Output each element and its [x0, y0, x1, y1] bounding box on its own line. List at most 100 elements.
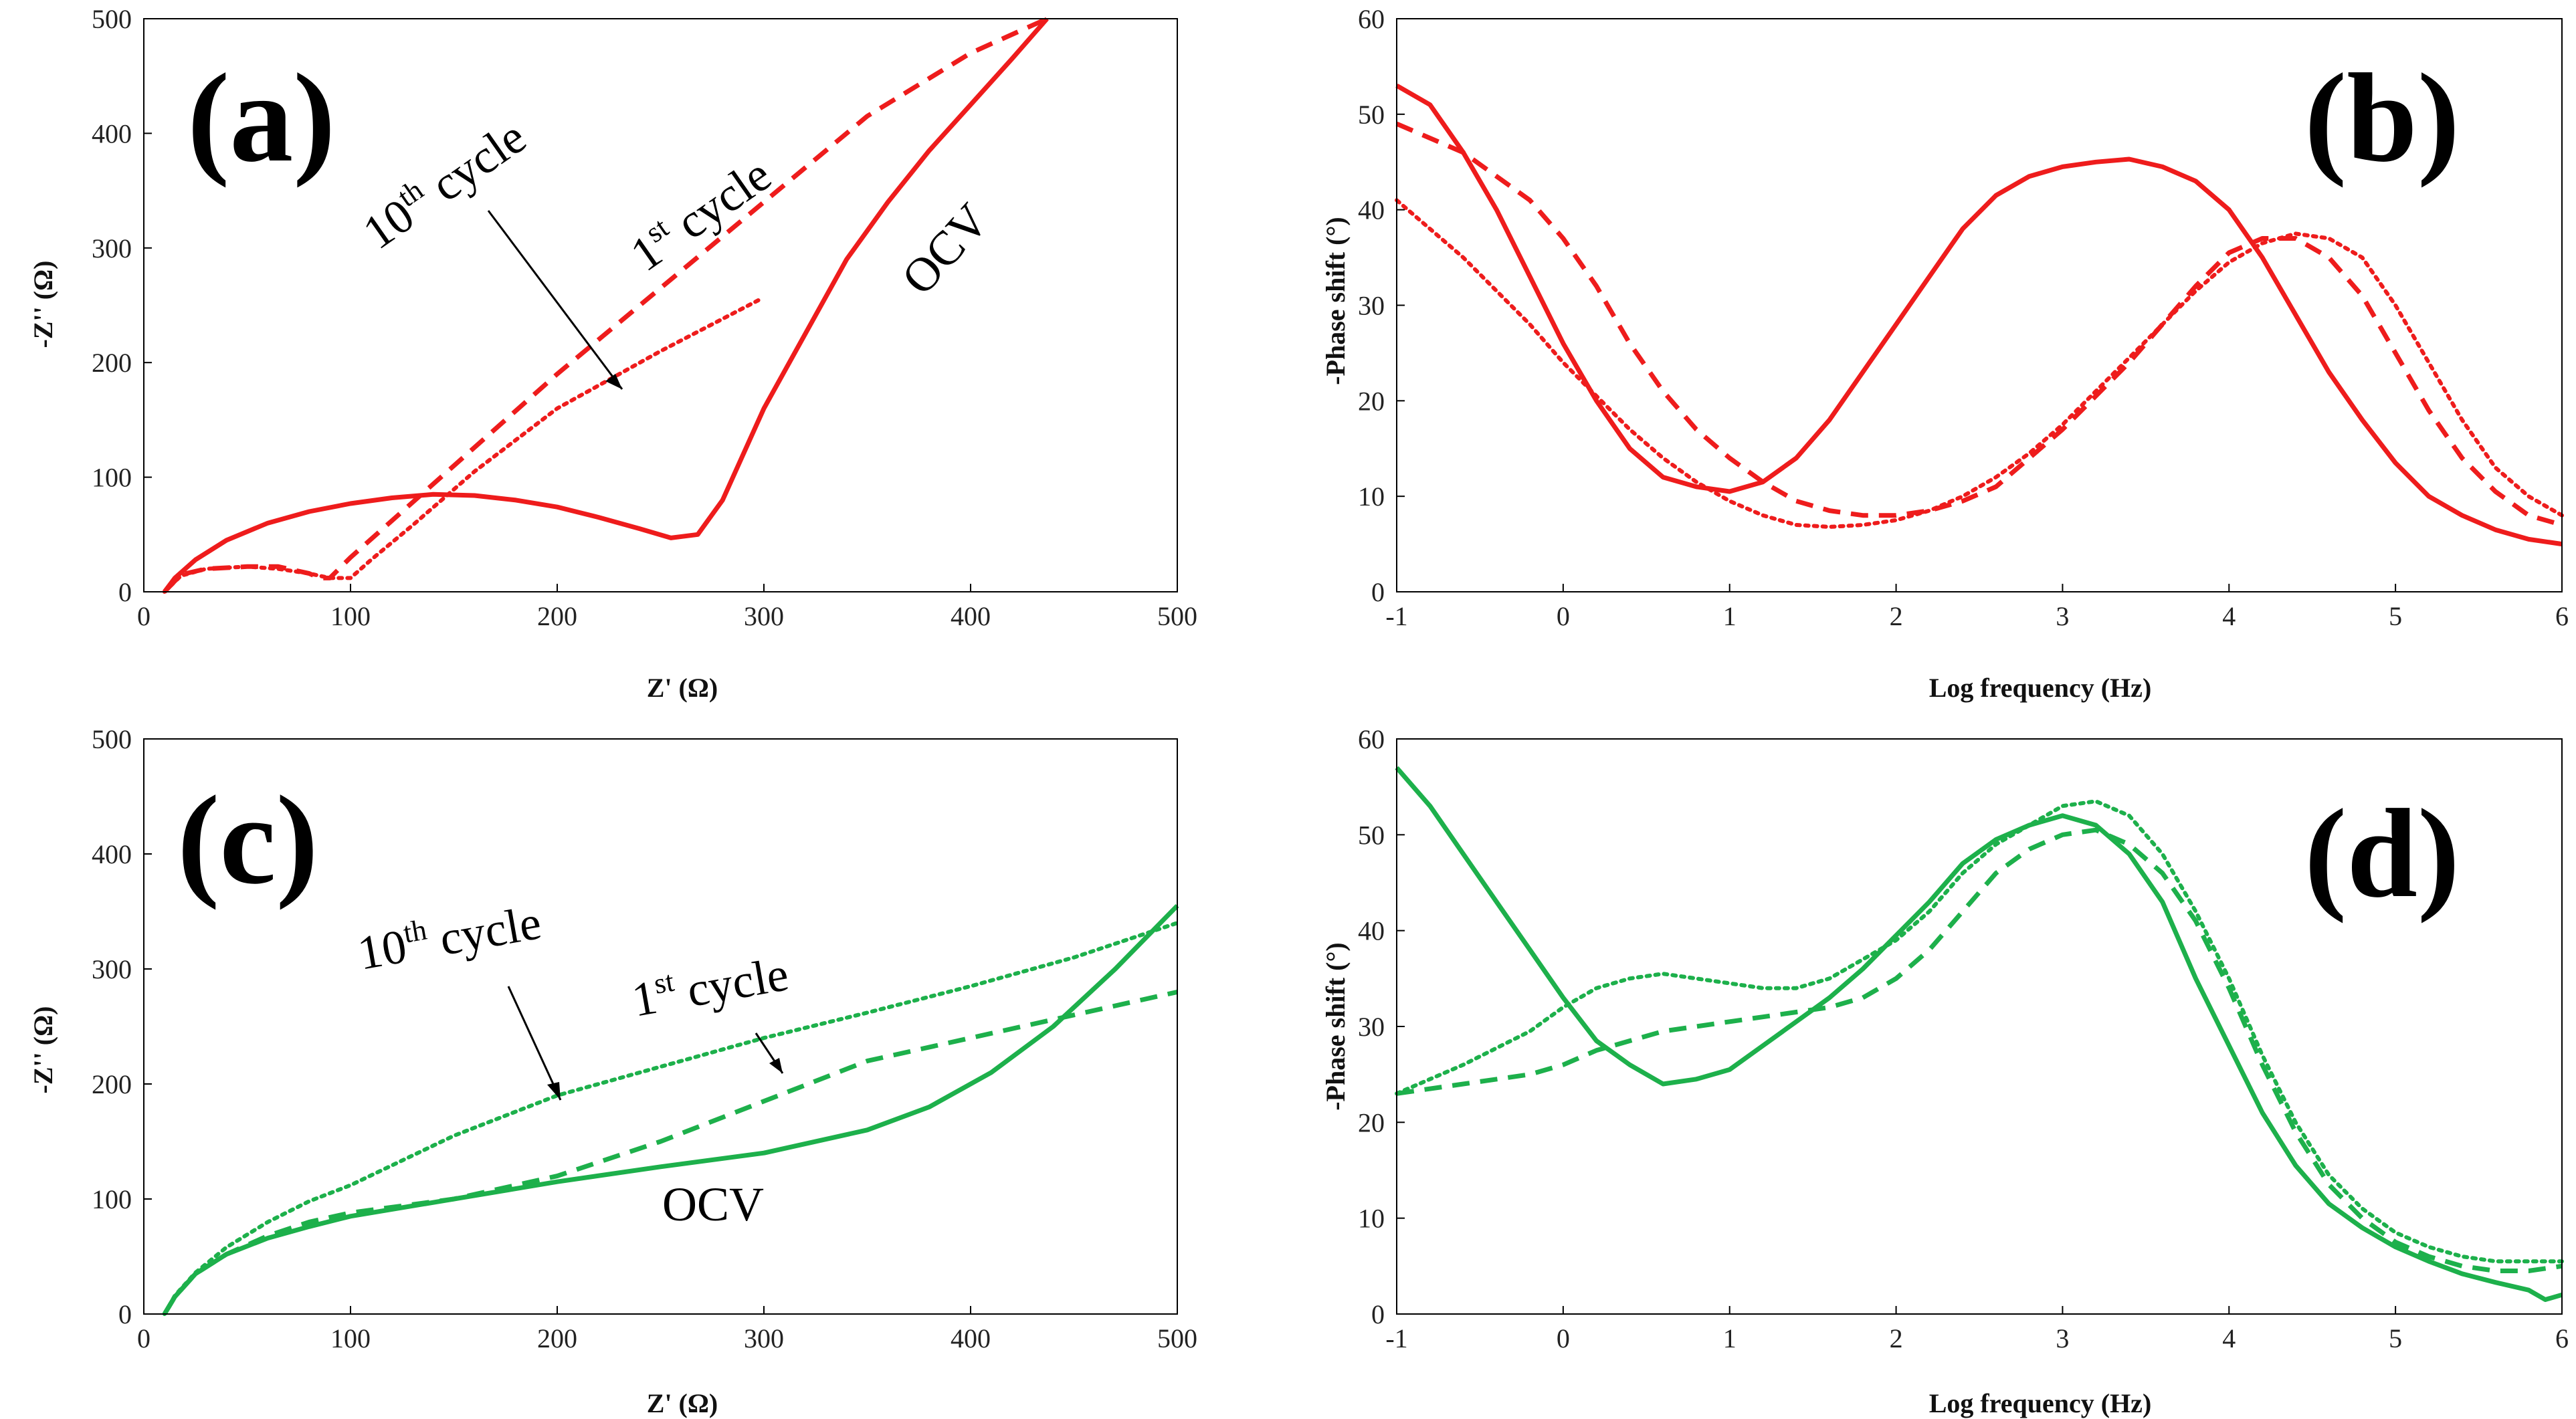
y-tick-label: 10 — [1358, 1204, 1385, 1234]
x-tick-label: 6 — [2555, 601, 2569, 631]
y-tick-label: 20 — [1358, 386, 1385, 416]
x-tick-label: 2 — [1890, 1323, 1903, 1353]
panel-label-a: (a) — [187, 48, 336, 189]
y-axis-label-d: -Phase shift (°) — [1320, 942, 1351, 1111]
x-tick-label: 200 — [537, 1323, 577, 1353]
series-line-10th-cycle-a — [162, 297, 762, 594]
x-tick-label: 3 — [2056, 601, 2069, 631]
axis-ticks-a: 0 100 200 300 400 500 0 100 200 300 400 500 — [92, 4, 1197, 631]
x-tick-label: 500 — [1157, 1323, 1197, 1353]
x-tick-label: 5 — [2389, 601, 2402, 631]
x-tick-label: 100 — [330, 601, 371, 631]
series-line-10th-cycle-d — [1395, 799, 2564, 1264]
panel-label-b: (b) — [2304, 48, 2460, 189]
y-tick-label: 40 — [1358, 916, 1385, 946]
arrow-line-10th-a — [487, 210, 623, 390]
y-tick-label: 20 — [1358, 1107, 1385, 1137]
series-line-1st-cycle-d — [1396, 827, 2563, 1273]
y-axis-label-c: -Z'' (Ω) — [28, 1006, 58, 1094]
y-tick-label: 0 — [118, 577, 132, 607]
y-tick-label: 60 — [1358, 4, 1385, 34]
x-axis-label-c: Z' (Ω) — [647, 1388, 718, 1418]
y-tick-label: 200 — [92, 1069, 132, 1099]
x-tick-label: 400 — [951, 1323, 991, 1353]
y-tick-label: 0 — [1371, 577, 1385, 607]
series-line-10th-cycle-b — [1395, 198, 2564, 529]
arrow-head-1st-c — [769, 1058, 783, 1073]
series-line-1st-cycle-c — [162, 989, 1178, 1315]
x-tick-label: 1 — [1723, 1323, 1737, 1353]
x-tick-label: 500 — [1157, 601, 1197, 631]
x-tick-label: 2 — [1890, 601, 1903, 631]
plot-area-a — [162, 16, 1049, 594]
y-tick-label: 400 — [92, 839, 132, 869]
x-tick-label: 400 — [951, 601, 991, 631]
x-tick-label: 0 — [137, 1323, 151, 1353]
plot-area-d — [1395, 766, 2564, 1302]
x-tick-label: 200 — [537, 601, 577, 631]
x-tick-label: 5 — [2389, 1323, 2402, 1353]
x-tick-label: 3 — [2056, 1323, 2069, 1353]
plot-frame-a — [143, 18, 1178, 592]
plot-area-c — [162, 903, 1179, 1316]
y-tick-label: 500 — [92, 724, 132, 754]
x-axis-label-a: Z' (Ω) — [647, 673, 718, 703]
x-axis-label-d: Log frequency (Hz) — [1929, 1388, 2152, 1418]
series-line-ocv-a — [163, 17, 1049, 594]
series-line-10th-cycle-c — [162, 921, 1179, 1316]
x-tick-label: 4 — [2222, 601, 2236, 631]
y-tick-label: 10 — [1358, 481, 1385, 512]
y-tick-label: 40 — [1358, 195, 1385, 225]
x-tick-label: 300 — [744, 601, 784, 631]
annotation-ocv-a: OCV — [891, 193, 999, 305]
series-line-ocv-d — [1395, 766, 2563, 1302]
series-line-1st-cycle-b — [1395, 121, 2563, 528]
y-tick-label: 50 — [1358, 820, 1385, 850]
annotation-1st-cycle-a: 1st cycle — [620, 146, 781, 282]
x-tick-label: 0 — [1557, 601, 1570, 631]
panel-label-c: (c) — [177, 770, 318, 911]
x-tick-label: -1 — [1385, 601, 1407, 631]
y-tick-label: 200 — [92, 348, 132, 378]
y-tick-label: 0 — [118, 1299, 132, 1329]
arrow-line-10th-c — [507, 986, 562, 1101]
x-tick-label: 1 — [1723, 601, 1737, 631]
arrow-head-10th-a — [605, 374, 622, 389]
x-tick-label: 4 — [2222, 1323, 2236, 1353]
y-tick-label: 300 — [92, 954, 132, 984]
x-tick-label: 300 — [744, 1323, 784, 1353]
plot-frame-c — [143, 738, 1178, 1315]
x-tick-label: 0 — [1557, 1323, 1570, 1353]
y-tick-label: 500 — [92, 4, 132, 34]
plot-area-b — [1395, 83, 2564, 547]
arrow-head-10th-c — [547, 1082, 561, 1100]
chart-panel-c: 0 100 200 300 400 500 0 100 200 300 400 500 (c) Z' … — [28, 724, 1197, 1418]
annotation-10th-cycle-c: 10th cycle — [353, 893, 544, 980]
chart-panel-a: 0 100 200 300 400 500 0 100 200 300 400 500 (a) Z' … — [28, 4, 1197, 703]
annotation-ocv-c: OCV — [662, 1178, 764, 1231]
y-tick-label: 300 — [92, 233, 132, 263]
x-tick-label: 0 — [137, 601, 151, 631]
series-line-1st-cycle-a — [163, 16, 1048, 594]
y-axis-label-a: -Z'' (Ω) — [28, 261, 58, 348]
x-tick-label: 100 — [330, 1323, 371, 1353]
panel-label-d: (d) — [2304, 784, 2460, 924]
x-tick-label: 6 — [2555, 1323, 2569, 1353]
annotation-1st-cycle-c: 1st cycle — [627, 945, 792, 1027]
y-tick-label: 30 — [1358, 291, 1385, 321]
y-tick-label: 100 — [92, 1184, 132, 1214]
y-tick-label: 400 — [92, 118, 132, 148]
x-tick-label: -1 — [1385, 1323, 1407, 1353]
y-tick-label: 30 — [1358, 1012, 1385, 1042]
axis-ticks-c: 0 100 200 300 400 500 0 100 200 300 400 500 — [92, 724, 1197, 1353]
series-line-ocv-c — [162, 903, 1179, 1315]
y-tick-label: 100 — [92, 463, 132, 493]
y-tick-label: 0 — [1371, 1299, 1385, 1329]
y-tick-label: 50 — [1358, 100, 1385, 130]
y-axis-label-b: -Phase shift (°) — [1320, 217, 1351, 385]
